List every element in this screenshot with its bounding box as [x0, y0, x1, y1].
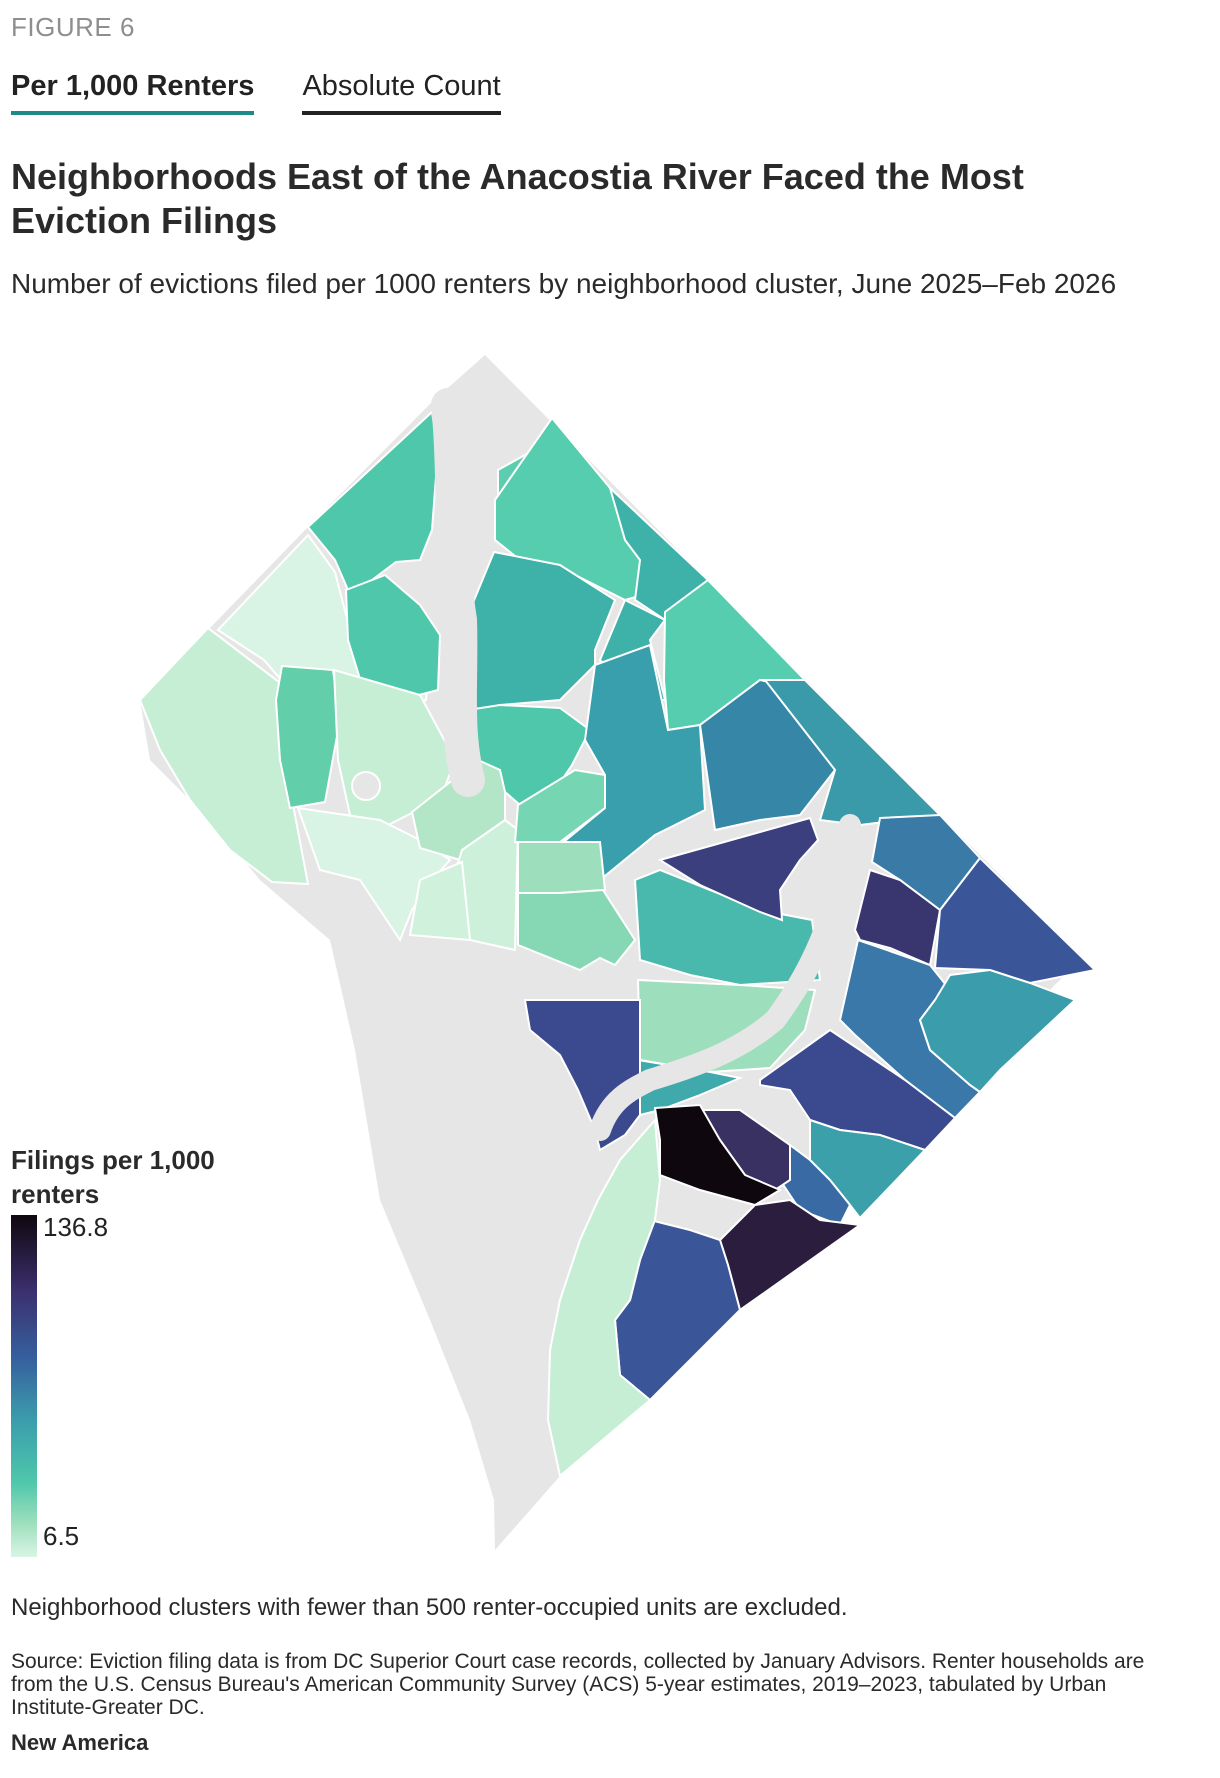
legend-color-scale	[11, 1215, 37, 1557]
figure-label: FIGURE 6	[11, 12, 135, 42]
cluster-region[interactable]	[653, 1103, 783, 1207]
legend-max-label: 136.8	[43, 1212, 109, 1242]
publisher-credit: New America	[11, 1730, 149, 1755]
anacostia-river	[589, 814, 861, 1141]
cluster-region[interactable]	[517, 841, 607, 894]
cluster-region[interactable]	[657, 816, 820, 922]
tab-absolute-count[interactable]: Absolute Count	[302, 70, 501, 115]
dc-choropleth-map	[138, 355, 1098, 1550]
rock-creek-park	[431, 388, 485, 797]
cluster-region[interactable]	[633, 868, 822, 987]
cluster-region[interactable]	[517, 888, 637, 972]
cluster-region[interactable]	[918, 968, 1077, 1094]
chart-title: Neighborhoods East of the Anacostia Rive…	[11, 156, 1024, 241]
footnote: Neighborhood clusters with fewer than 50…	[11, 1594, 848, 1621]
cluster-region[interactable]	[408, 860, 472, 942]
observatory-circle	[351, 771, 381, 801]
cluster-region[interactable]	[344, 573, 442, 702]
legend-title: Filings per 1,000 renters	[11, 1145, 215, 1209]
legend-min-label: 6.5	[43, 1521, 80, 1551]
source-text: Source: Eviction filing data is from DC …	[11, 1650, 1145, 1719]
tab-per-1000-renters[interactable]: Per 1,000 Renters	[11, 70, 255, 115]
view-tabs: Per 1,000 Renters Absolute Count	[11, 70, 501, 115]
chart-subtitle: Number of evictions filed per 1000 rente…	[11, 268, 1117, 299]
cluster-region[interactable]	[853, 868, 942, 967]
cluster-region[interactable]	[306, 409, 440, 592]
cluster-region[interactable]	[546, 1117, 662, 1478]
